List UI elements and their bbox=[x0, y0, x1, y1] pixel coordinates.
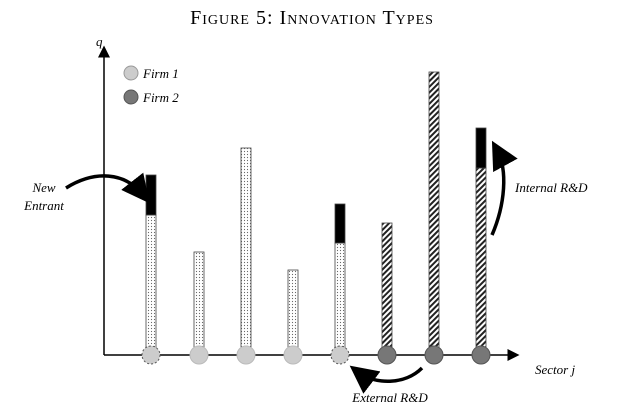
bar bbox=[475, 167, 487, 356]
x-axis-label: Sector j bbox=[535, 362, 575, 377]
firm-marker bbox=[236, 345, 256, 365]
y-axis-label: q bbox=[96, 34, 103, 49]
firm-marker bbox=[471, 345, 491, 365]
bar-increment bbox=[334, 203, 346, 244]
bar-increment bbox=[145, 174, 157, 216]
bar-increment bbox=[475, 127, 487, 169]
firm-marker bbox=[283, 345, 303, 365]
bar bbox=[145, 214, 157, 356]
legend-label: Firm 1 bbox=[142, 66, 179, 81]
title: Figure 5: Innovation Types bbox=[190, 7, 434, 29]
bar bbox=[287, 269, 299, 356]
bars bbox=[145, 71, 487, 356]
firm-marker bbox=[377, 345, 397, 365]
bar bbox=[334, 242, 346, 356]
annotation: New bbox=[31, 180, 55, 195]
arrow bbox=[349, 365, 424, 394]
arrow bbox=[490, 140, 518, 236]
arrow bbox=[65, 172, 150, 204]
firm-marker bbox=[141, 345, 161, 365]
firm-marker bbox=[330, 345, 350, 365]
legend-label: Firm 2 bbox=[142, 90, 179, 105]
firm-markers bbox=[141, 345, 491, 365]
firm-marker bbox=[424, 345, 444, 365]
firm-marker bbox=[189, 345, 209, 365]
annotation: Internal R&D bbox=[514, 180, 588, 195]
bar bbox=[193, 251, 205, 356]
bar bbox=[240, 147, 252, 356]
annotation: External R&D bbox=[351, 390, 428, 405]
bar bbox=[381, 222, 393, 356]
legend-marker bbox=[123, 65, 139, 81]
bar bbox=[428, 71, 440, 356]
legend-marker bbox=[123, 89, 139, 105]
annotation: Entrant bbox=[23, 198, 64, 213]
